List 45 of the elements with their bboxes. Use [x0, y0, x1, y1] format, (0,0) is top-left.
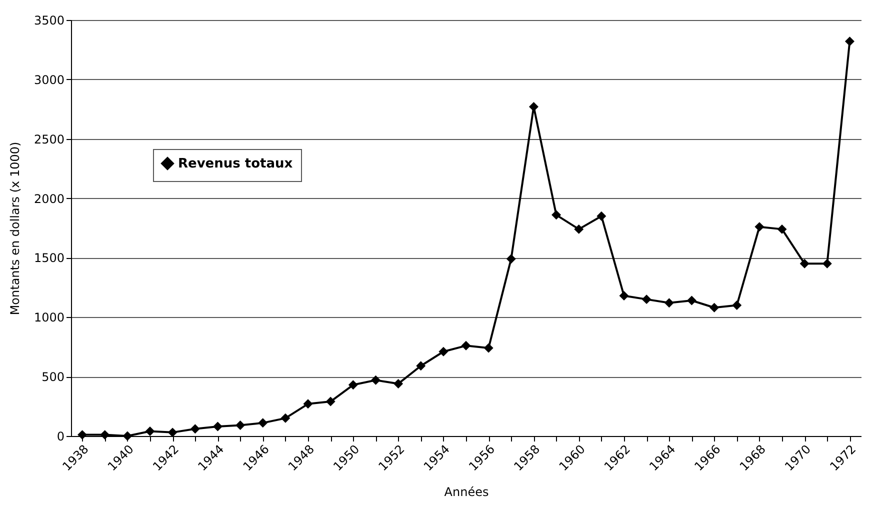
y-axis-title: Montants en dollars (x 1000): [8, 142, 22, 316]
point: [303, 399, 313, 409]
point: [528, 102, 538, 112]
point: [236, 420, 246, 430]
y-tick-label: 2500: [34, 132, 64, 146]
y-tick-label: 500: [42, 370, 64, 384]
x-axis-title: Années: [444, 484, 489, 499]
point: [642, 294, 652, 304]
point: [754, 222, 764, 232]
point: [438, 346, 448, 356]
point: [552, 210, 562, 220]
point: [777, 224, 787, 234]
point: [145, 426, 155, 436]
y-tick-label: 3000: [34, 72, 64, 87]
point: [596, 211, 606, 221]
point: [686, 296, 696, 306]
point: [190, 424, 200, 434]
point: [348, 380, 358, 390]
point: [258, 418, 268, 428]
y-tick-label: 0: [56, 430, 64, 444]
point: [326, 396, 336, 406]
y-tick-label: 2000: [34, 192, 64, 206]
point: [822, 258, 832, 268]
y-tick-label: 3500: [34, 14, 64, 28]
point: [800, 258, 810, 268]
point: [100, 430, 110, 440]
point: [280, 413, 290, 423]
point: [122, 431, 132, 441]
point: [619, 291, 629, 300]
point: [394, 378, 404, 388]
point: [168, 428, 178, 438]
y-tick-label: 1500: [34, 251, 64, 266]
legend-label: Revenus totaux: [178, 156, 294, 172]
point: [212, 422, 222, 432]
point: [710, 302, 720, 312]
point: [574, 224, 584, 234]
point: [416, 361, 426, 371]
point: [370, 375, 380, 385]
point: [732, 300, 742, 310]
point: [461, 340, 471, 350]
y-tick-label: 1000: [34, 310, 64, 325]
point: [484, 343, 494, 353]
point: [844, 36, 854, 46]
point: [664, 298, 674, 308]
point: [506, 254, 516, 264]
